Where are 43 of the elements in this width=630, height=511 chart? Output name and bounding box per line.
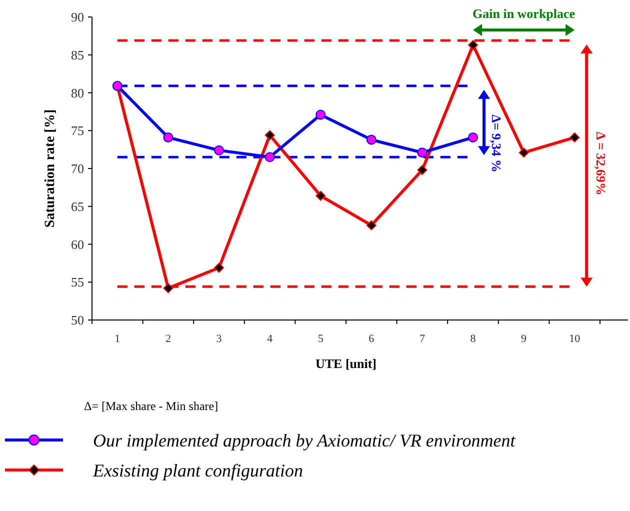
text: Δ = 32,69% (594, 132, 609, 196)
point (417, 165, 428, 176)
y-tick-label: 70 (71, 161, 84, 176)
point (214, 262, 224, 273)
point (468, 132, 478, 142)
point (264, 130, 275, 140)
y-tick-label: 80 (71, 85, 84, 100)
annotation: Δ= 9,34 % (489, 114, 504, 172)
point (366, 134, 376, 145)
y-tick-label: 60 (71, 236, 84, 252)
y-axis-title: Saturation rate [%] (43, 109, 58, 228)
x-tick-label: 7 (419, 333, 426, 345)
x-tick-label: 3 (216, 333, 222, 345)
x-tick-label: 1 (114, 333, 120, 345)
point (316, 190, 326, 201)
y-tick-label: 90 (71, 10, 84, 25)
text: Δ= [Max share - Min share] (84, 399, 218, 413)
x-tick-label: 6 (368, 333, 375, 345)
legend-label: Exsisting plant configuration (92, 460, 303, 480)
x-tick-label: 10 (569, 333, 581, 345)
y-tick-label: 85 (71, 47, 84, 62)
legend-label: Our implemented approach by Axiomatic/ VR environment (93, 430, 516, 450)
point (264, 152, 275, 162)
y-tick-label: 55 (71, 274, 84, 290)
point (570, 132, 580, 142)
point (214, 145, 224, 156)
x-axis-title: UTE [unit] (315, 356, 377, 371)
point (163, 132, 174, 142)
x-tick-label: 5 (318, 333, 324, 345)
point (417, 148, 428, 158)
point (518, 148, 529, 158)
x-tick-label: 9 (521, 333, 528, 345)
x-tick-label: 8 (470, 333, 476, 345)
point (316, 110, 326, 120)
x-tick-label: 2 (165, 333, 171, 345)
point (366, 220, 376, 230)
y-tick-label: 65 (71, 198, 84, 214)
annotation: Gain in workplace (472, 6, 576, 21)
y-tick-label: 50 (71, 312, 84, 328)
x-tick-label: 4 (267, 333, 274, 345)
point (468, 40, 478, 50)
y-tick-label: 75 (71, 123, 84, 138)
point (163, 283, 174, 294)
